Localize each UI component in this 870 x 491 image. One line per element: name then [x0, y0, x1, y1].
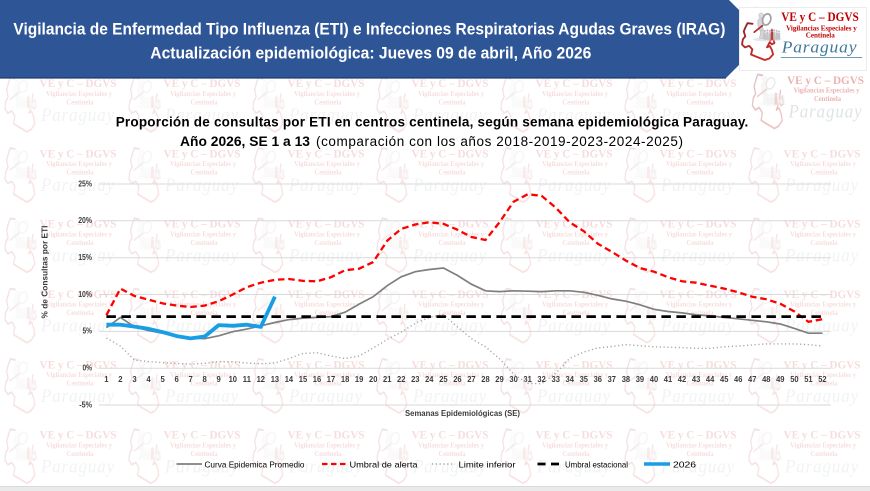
svg-text:33: 33 — [552, 374, 561, 384]
svg-text:21: 21 — [383, 374, 392, 384]
svg-text:38: 38 — [622, 374, 631, 384]
svg-text:17: 17 — [327, 374, 336, 384]
svg-text:15: 15 — [299, 374, 308, 384]
svg-text:32: 32 — [537, 374, 546, 384]
svg-text:7: 7 — [188, 374, 193, 384]
svg-text:10%: 10% — [78, 289, 92, 299]
svg-text:8: 8 — [203, 374, 208, 384]
svg-text:45: 45 — [720, 374, 729, 384]
svg-text:Proporción de consultas por ET: Proporción de consultas por ETI en centr… — [116, 115, 749, 130]
svg-text:14: 14 — [285, 374, 294, 384]
svg-text:29: 29 — [495, 374, 504, 384]
svg-text:12: 12 — [257, 374, 266, 384]
svg-text:24: 24 — [425, 374, 434, 384]
svg-text:39: 39 — [636, 374, 645, 384]
svg-text:Umbral de alerta: Umbral de alerta — [350, 459, 418, 469]
svg-text:50: 50 — [790, 374, 799, 384]
svg-text:44: 44 — [706, 374, 715, 384]
svg-text:41: 41 — [664, 374, 673, 384]
svg-text:Vigilancia de Enfermedad Tipo: Vigilancia de Enfermedad Tipo Influenza … — [13, 20, 725, 39]
svg-text:51: 51 — [804, 374, 813, 384]
svg-text:16: 16 — [313, 374, 322, 384]
svg-text:13: 13 — [271, 374, 280, 384]
svg-text:5%: 5% — [83, 326, 93, 336]
svg-text:15%: 15% — [78, 252, 92, 262]
svg-text:34: 34 — [566, 374, 575, 384]
svg-text:22: 22 — [397, 374, 406, 384]
svg-text:(comparación con los años 2018: (comparación con los años 2018-2019-2023… — [316, 134, 683, 149]
svg-text:Semanas Epidemiológicas (SE): Semanas Epidemiológicas (SE) — [405, 408, 520, 418]
svg-text:40: 40 — [650, 374, 659, 384]
svg-text:18: 18 — [341, 374, 350, 384]
svg-text:25%: 25% — [78, 178, 92, 188]
svg-text:6: 6 — [174, 374, 179, 384]
svg-text:Curva Epidemica Promedio: Curva Epidemica Promedio — [205, 459, 305, 469]
svg-text:4: 4 — [146, 374, 151, 384]
svg-text:52: 52 — [818, 374, 827, 384]
svg-text:2: 2 — [118, 374, 123, 384]
svg-text:49: 49 — [776, 374, 785, 384]
svg-text:5: 5 — [160, 374, 165, 384]
svg-text:43: 43 — [692, 374, 701, 384]
svg-text:31: 31 — [523, 374, 532, 384]
svg-text:1: 1 — [104, 374, 109, 384]
svg-text:0%: 0% — [83, 363, 93, 373]
svg-text:25: 25 — [439, 374, 448, 384]
svg-text:2026: 2026 — [673, 459, 696, 469]
svg-text:30: 30 — [509, 374, 518, 384]
svg-text:9: 9 — [217, 374, 222, 384]
svg-text:19: 19 — [355, 374, 364, 384]
svg-text:35: 35 — [580, 374, 589, 384]
svg-text:48: 48 — [762, 374, 771, 384]
svg-text:27: 27 — [467, 374, 476, 384]
svg-text:46: 46 — [734, 374, 743, 384]
svg-text:26: 26 — [453, 374, 462, 384]
svg-text:23: 23 — [411, 374, 420, 384]
svg-text:Umbral estacional: Umbral estacional — [565, 459, 628, 469]
svg-text:10: 10 — [229, 374, 238, 384]
svg-text:Actualización epidemiológica:: Actualización epidemiológica: Jueves 09 … — [150, 44, 591, 63]
svg-text:Limite inferior: Limite inferior — [459, 459, 516, 469]
svg-text:36: 36 — [594, 374, 603, 384]
svg-text:3: 3 — [132, 374, 137, 384]
svg-text:11: 11 — [243, 374, 252, 384]
svg-text:-5%: -5% — [79, 399, 92, 409]
svg-text:% de Consultas por ETI: % de Consultas por ETI — [40, 226, 50, 319]
svg-text:20: 20 — [369, 374, 378, 384]
svg-text:42: 42 — [678, 374, 687, 384]
svg-text:28: 28 — [481, 374, 490, 384]
svg-text:47: 47 — [748, 374, 757, 384]
svg-text:20%: 20% — [78, 215, 92, 225]
svg-text:37: 37 — [608, 374, 617, 384]
svg-text:Año 2026, SE 1 a 13: Año 2026, SE 1 a 13 — [180, 134, 310, 149]
